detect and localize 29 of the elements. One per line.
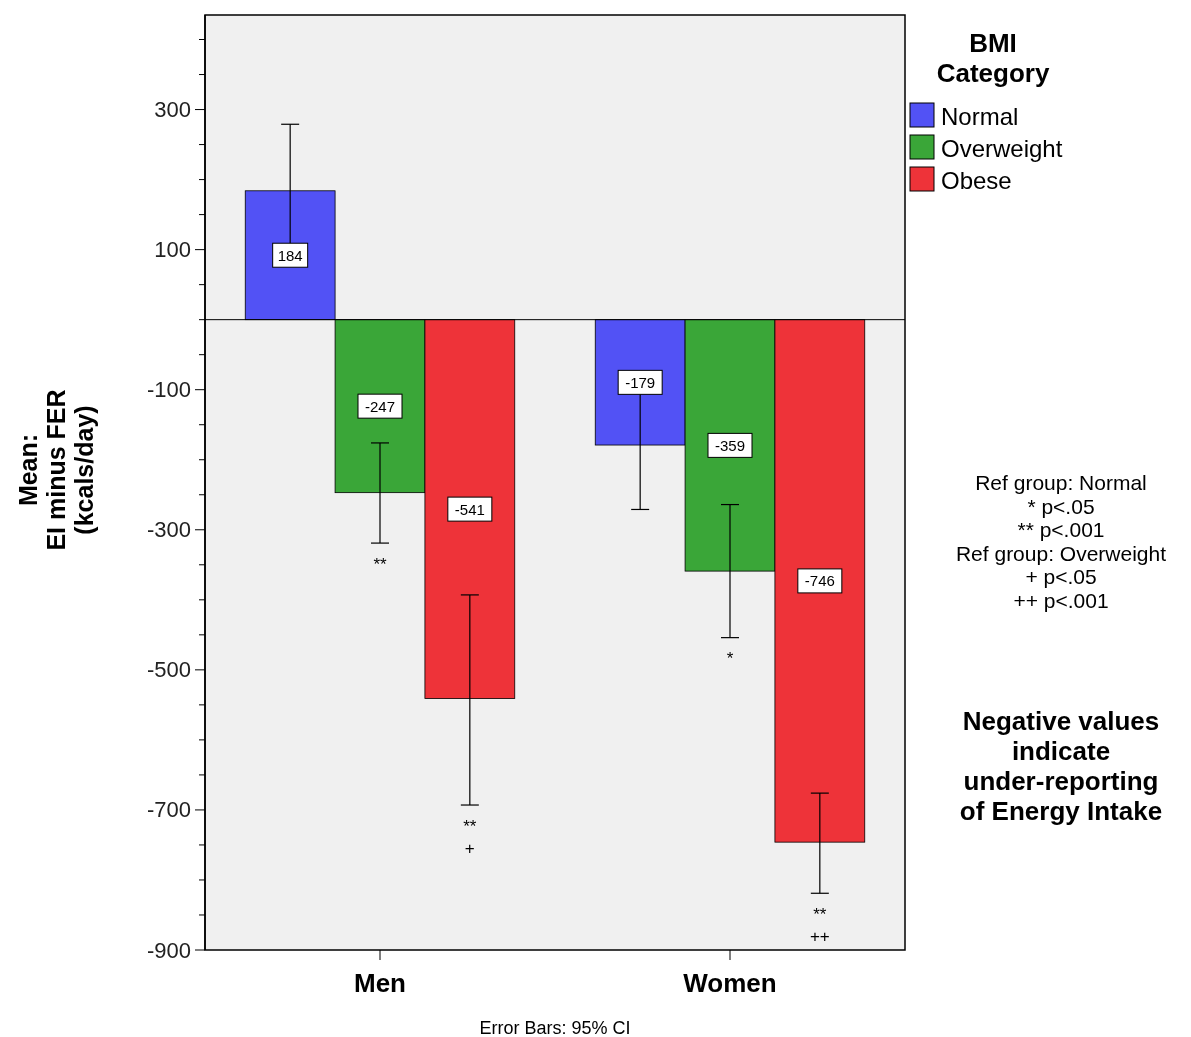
data-label: -247	[364, 397, 396, 415]
legend-label: Obese	[941, 166, 1012, 194]
annotation: **	[813, 904, 827, 924]
y-tick-label: 300	[154, 97, 191, 123]
x-tick-label: Men	[354, 968, 406, 998]
annotation: *	[726, 649, 734, 669]
data-label: -359	[714, 436, 746, 454]
data-label: -746	[804, 572, 835, 590]
legend-label: Normal	[941, 102, 1019, 130]
text: Ref group: Normal * p<.05 ** p<.001 Ref group: Overweight + p<.05 ++ p<.001	[955, 471, 1167, 612]
annotation: ++	[809, 926, 830, 946]
annotation: **	[373, 554, 387, 574]
text: Error Bars: 95% CI	[479, 1018, 631, 1037]
legend-title: BMI Category	[936, 28, 1050, 88]
legend-label: Overweight	[941, 134, 1063, 162]
y-tick-label: -100	[146, 377, 191, 403]
y-tick-label: -500	[146, 657, 191, 683]
y-tick-label: -700	[146, 797, 191, 823]
data-label: -541	[454, 500, 485, 518]
text: Negative values indicate under-reporting of Energy Intake	[959, 706, 1163, 826]
y-axis-title: Mean: EI minus FER (kcals/day)	[14, 389, 98, 551]
annotation: +	[464, 838, 475, 858]
y-tick-label: -300	[146, 517, 191, 543]
annotation: **	[463, 816, 477, 836]
data-label: -179	[625, 373, 656, 391]
data-label: 184	[277, 246, 303, 264]
y-tick-label: 100	[154, 237, 191, 263]
x-tick-label: Women	[683, 968, 777, 998]
y-tick-label: -900	[146, 937, 191, 963]
